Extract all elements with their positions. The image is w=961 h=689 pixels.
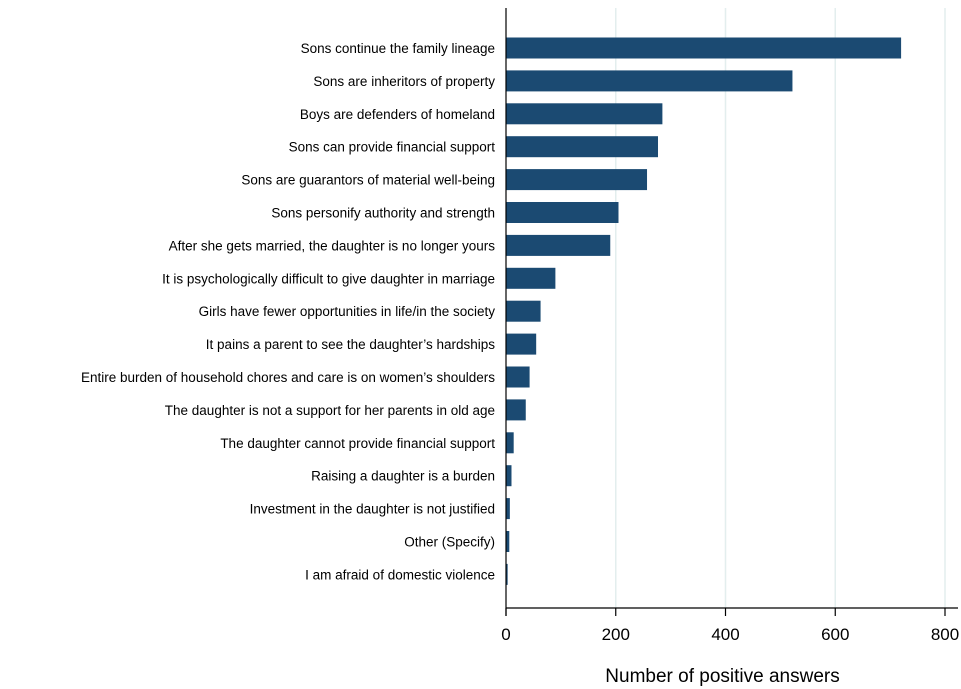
- category-label-5: Sons personify authority and strength: [271, 206, 495, 221]
- bar-1: [506, 70, 793, 92]
- x-tick-labels: 0 200 400 600 800: [501, 608, 959, 644]
- gridlines: [615, 8, 946, 608]
- bar-13: [506, 465, 512, 487]
- bar-12: [506, 432, 514, 454]
- bar-4: [506, 169, 648, 191]
- category-label-1: Sons are inheritors of property: [313, 74, 495, 89]
- category-label-9: It pains a parent to see the daughter’s …: [206, 337, 495, 352]
- category-labels: Sons continue the family lineage Sons are…: [81, 41, 495, 582]
- category-label-11: The daughter is not a support for her pa…: [165, 403, 495, 418]
- category-label-4: Sons are guarantors of material well-bei…: [241, 173, 495, 188]
- bar-8: [506, 300, 541, 322]
- bar-9: [506, 333, 537, 355]
- bar-16: [506, 563, 508, 585]
- category-label-2: Boys are defenders of homeland: [300, 107, 495, 122]
- axes: [505, 8, 958, 616]
- x-tick-label-400: 400: [711, 625, 739, 644]
- category-label-7: It is psychologically difficult to give …: [162, 271, 495, 286]
- x-tick-label-800: 800: [931, 625, 959, 644]
- bar-0: [506, 37, 902, 59]
- x-axis-title: Number of positive answers: [605, 666, 839, 687]
- bar-11: [506, 399, 526, 421]
- category-label-8: Girls have fewer opportunities in life/i…: [199, 304, 496, 319]
- bar-3: [506, 136, 659, 158]
- bar-10: [506, 366, 530, 388]
- category-label-10: Entire burden of household chores and ca…: [81, 370, 495, 385]
- bar-14: [506, 498, 510, 520]
- x-tick-label-0: 0: [501, 625, 510, 644]
- category-label-14: Investment in the daughter is not justif…: [250, 502, 495, 517]
- bars: [506, 37, 902, 585]
- bar-2: [506, 103, 663, 125]
- bar-15: [506, 531, 510, 552]
- bar-5: [506, 202, 619, 223]
- category-label-3: Sons can provide financial support: [289, 140, 496, 155]
- category-label-16: I am afraid of domestic violence: [305, 567, 495, 582]
- bar-7: [506, 267, 556, 289]
- category-label-6: After she gets married, the daughter is …: [169, 238, 496, 253]
- category-label-13: Raising a daughter is a burden: [311, 469, 495, 484]
- bar-6: [506, 234, 611, 256]
- category-label-15: Other (Specify): [404, 535, 495, 550]
- x-tick-label-200: 200: [602, 625, 630, 644]
- category-label-0: Sons continue the family lineage: [301, 41, 495, 56]
- category-label-12: The daughter cannot provide financial su…: [220, 436, 495, 451]
- x-tick-label-600: 600: [821, 625, 849, 644]
